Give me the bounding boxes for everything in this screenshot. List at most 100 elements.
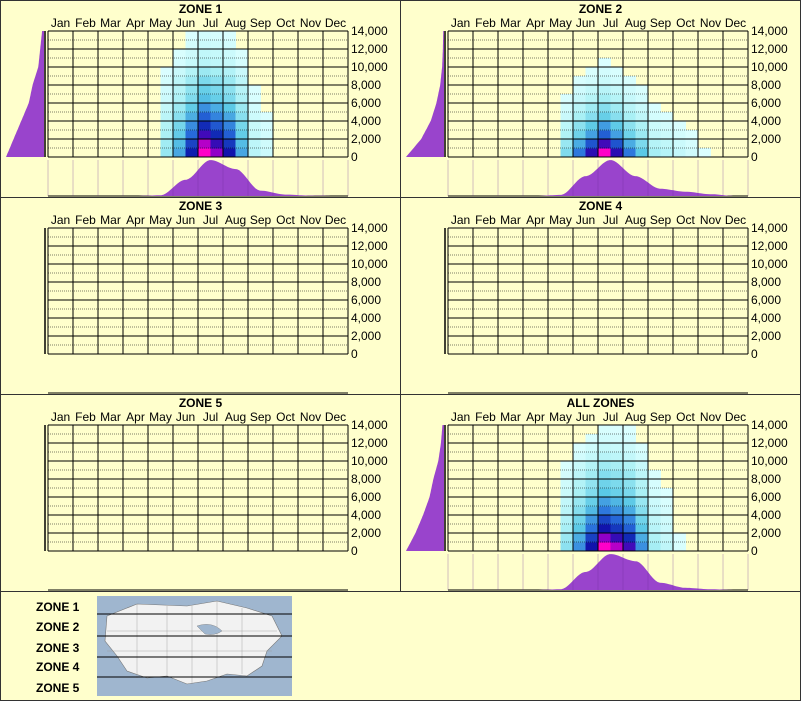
heatmap-cell	[173, 130, 186, 140]
heatmap-cell	[573, 452, 586, 462]
y-tick-label: 4,000	[751, 311, 782, 325]
heatmap-cell	[598, 479, 611, 489]
heatmap-cell	[623, 425, 636, 435]
heatmap-cell	[660, 121, 674, 131]
heatmap-cell	[648, 148, 661, 158]
heatmap-cell	[635, 488, 649, 498]
heatmap-cell	[648, 524, 661, 534]
y-tick-label: 0	[351, 150, 358, 164]
heatmap-cell	[223, 103, 236, 113]
chart-panel-0: ZONE 1 Jan Feb Mar Apr May Jun Jul Aug Sep Oct Nov D…	[0, 0, 401, 198]
heatmap-cell	[585, 103, 599, 113]
heatmap-cell	[173, 67, 186, 77]
heatmap-cell	[235, 112, 249, 122]
heatmap-cell	[610, 470, 624, 480]
heatmap-cell	[610, 497, 624, 507]
month-label: Nov	[699, 213, 722, 227]
heatmap-cell	[198, 139, 211, 149]
heatmap-cell	[585, 112, 599, 122]
y-tick-label: 6,000	[751, 490, 782, 504]
heatmap-cell	[585, 470, 599, 480]
month-label: Aug	[224, 16, 247, 30]
month-label: May	[549, 410, 572, 424]
month-label: Nov	[299, 16, 322, 30]
heatmap-cell	[585, 506, 599, 516]
y-tick-label: 8,000	[351, 472, 382, 486]
heatmap-cell	[223, 85, 236, 95]
heatmap-cell	[573, 139, 586, 149]
heatmap-cell	[185, 103, 199, 113]
y-tick-label: 8,000	[751, 275, 782, 289]
heatmap-cell	[598, 488, 611, 498]
chart-svg	[44, 424, 349, 591]
elevation-distribution-curve	[406, 31, 444, 157]
chart-panel-2: ZONE 3 Jan Feb Mar Apr May Jun Jul Aug Sep Oct Nov D…	[0, 197, 401, 395]
month-label: Dec	[324, 213, 347, 227]
heatmap-cell	[685, 139, 699, 149]
heatmap-cell	[598, 130, 611, 140]
heatmap-cell	[623, 434, 636, 444]
month-label: Sep	[249, 16, 272, 30]
heatmap-cell	[585, 452, 599, 462]
heatmap-cell	[235, 121, 249, 131]
heatmap-cell	[248, 121, 261, 131]
chart-panel-5: ALL ZONES Jan Feb Mar Apr May Jun Jul Aug Sep Oct N…	[400, 394, 801, 592]
heatmap-cell	[223, 76, 236, 86]
heatmap-cell	[598, 139, 611, 149]
y-tick-label: 12,000	[751, 239, 788, 253]
heatmap-cell	[160, 85, 174, 95]
heatmap-cell	[610, 524, 624, 534]
month-label: Oct	[276, 410, 295, 424]
heatmap-cell	[223, 130, 236, 140]
heatmap-cell	[598, 506, 611, 516]
month-label: Feb	[475, 213, 496, 227]
heatmap-cell	[623, 76, 636, 86]
month-label: Jun	[575, 16, 596, 30]
chart-svg	[6, 30, 349, 197]
heatmap-cell	[610, 542, 624, 552]
heatmap-cell	[210, 85, 224, 95]
heatmap-cell	[598, 524, 611, 534]
month-label: Jun	[575, 410, 596, 424]
heatmap-cell	[660, 524, 674, 534]
heatmap-cell	[223, 148, 236, 158]
y-tick-label: 12,000	[351, 239, 388, 253]
heatmap-cell	[585, 542, 599, 552]
chart-panel-1: ZONE 2 Jan Feb Mar Apr May Jun Jul Aug Sep Oct Nov D…	[400, 0, 801, 198]
legend-zone-4: ZONE 4	[36, 660, 80, 674]
heatmap-cell	[198, 76, 211, 86]
month-label: Nov	[299, 213, 322, 227]
chart-title: ZONE 1	[178, 2, 223, 16]
heatmap-cell	[623, 139, 636, 149]
month-label: Dec	[724, 410, 747, 424]
heatmap-cell	[210, 67, 224, 77]
heatmap-cell	[235, 67, 249, 77]
heatmap-cell	[610, 506, 624, 516]
heatmap-cell	[673, 542, 686, 552]
month-label: Oct	[276, 213, 295, 227]
heatmap-cell	[598, 470, 611, 480]
heatmap-cell	[610, 103, 624, 113]
y-tick-label: 14,000	[751, 221, 788, 235]
month-label: Aug	[224, 213, 247, 227]
heatmap-cell	[623, 94, 636, 104]
heatmap-cell	[260, 121, 274, 131]
heatmap-cell	[585, 479, 599, 489]
heatmap-cell	[160, 76, 174, 86]
heatmap-cell	[235, 85, 249, 95]
heatmap-cell	[598, 542, 611, 552]
heatmap-cell	[235, 94, 249, 104]
month-label: Sep	[249, 410, 272, 424]
heatmap-cell	[610, 479, 624, 489]
heatmap-cell	[635, 85, 649, 95]
heatmap-cell	[185, 49, 199, 59]
y-tick-label: 14,000	[751, 24, 788, 38]
heatmap-cell	[198, 112, 211, 122]
heatmap-cell	[598, 515, 611, 525]
heatmap-cell	[173, 85, 186, 95]
heatmap-cell	[573, 130, 586, 140]
heatmap-cell	[585, 130, 599, 140]
heatmap-cell	[623, 533, 636, 543]
heatmap-cell	[610, 139, 624, 149]
month-label: Feb	[475, 16, 496, 30]
